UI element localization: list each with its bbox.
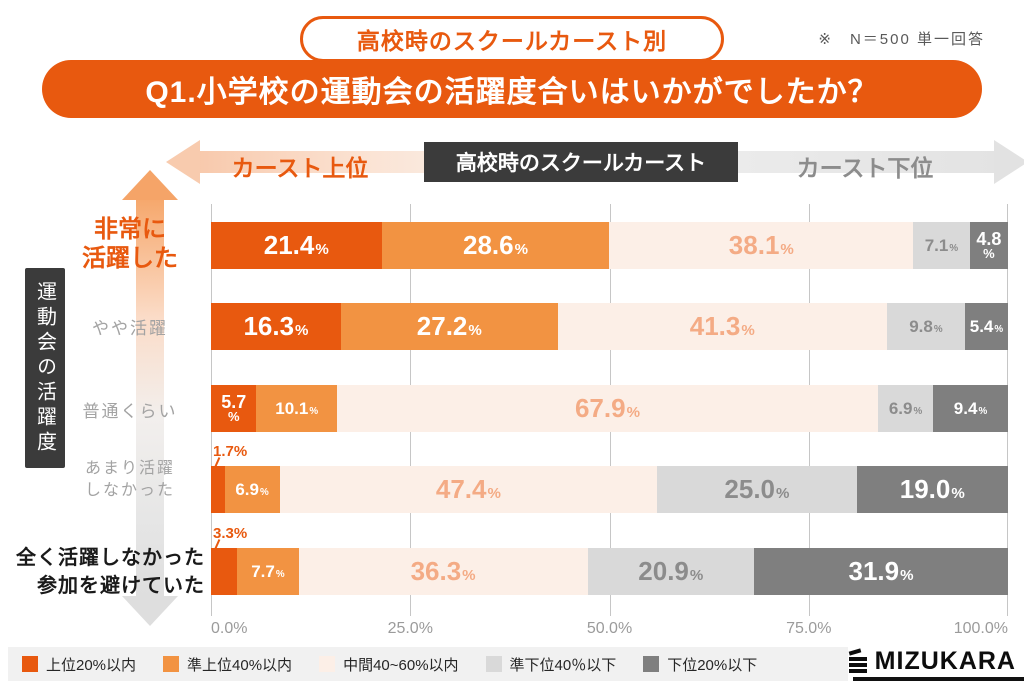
bar-segment: 28.6% [381, 222, 610, 269]
bar-segment: 41.3% [557, 303, 887, 350]
category-label: 全く活躍しなかった 参加を避けていた [16, 547, 205, 597]
segment-value-label: 16.3% [243, 311, 309, 341]
segment-value-label: 38.1% [728, 230, 794, 260]
legend-swatch [22, 656, 38, 672]
bar-segment: 6.9% [878, 385, 934, 432]
x-axis-tick: 0.0% [211, 620, 248, 637]
brand-logo: MIZUKARA [848, 645, 1016, 677]
legend-label: 中間40~60%以内 [343, 656, 459, 674]
bar-row: 5.7% 10.1% 67.9% 6.9% 9.4% [211, 385, 1008, 432]
bar-segment: 5.7% [211, 385, 257, 432]
segment-value-label: 20.9% [638, 556, 704, 586]
segment-value-label: 47.4% [435, 474, 501, 504]
legend-swatch [643, 656, 660, 672]
x-axis-tick: 50.0% [586, 620, 633, 637]
legend-swatch [485, 656, 502, 672]
bar-row: 21.4% 28.6% 38.1% 7.1% 4.8% [211, 222, 1008, 269]
segment-value-label: 41.3% [689, 311, 755, 341]
category-label: あまり活躍 しなかった [84, 460, 175, 499]
x-axis-tick: 100.0% [953, 620, 1008, 637]
legend-label: 上位20%以内 [46, 656, 137, 674]
legend: 上位20%以内 準上位40%以内 中間40~60%以内 準下位40％以下 下位20%以下 [8, 647, 848, 681]
bar-segment: 20.9% [587, 548, 754, 595]
legend-label: 準上位40%以内 [187, 656, 293, 674]
activity-axis-arrow [136, 198, 164, 598]
x-axis-tick: 75.0% [786, 620, 832, 637]
brand-name: MIZUKARA [874, 646, 1016, 675]
bar-segment: 7.1% [913, 222, 970, 269]
mizukara-logo-icon [848, 647, 869, 673]
bar-row: 1.7% 6.9% 47.4% 25.0% 19.0% [211, 443, 1008, 513]
y-axis-title: 運動会の活躍度 [25, 268, 65, 468]
bar-segment: 9.8% [886, 303, 965, 350]
segment-value-label: 5.4% [969, 316, 1004, 336]
legend-label: 準下位40％以下 [509, 656, 617, 674]
segment-value-label: 7.1% [924, 235, 959, 255]
category-label: 非常に 活躍した [82, 216, 178, 272]
segment-value-label: 5.7% [221, 392, 247, 425]
legend-item: 上位20%以内 [22, 654, 136, 675]
bar-segment [211, 466, 225, 513]
segment-value-label: 67.9% [574, 393, 640, 423]
category-label: 普通くらい [82, 402, 178, 421]
bar-row: 3.3% 7.7% 36.3% 20.9% 31.9% [211, 525, 1008, 595]
caste-lower-label: カースト下位 [796, 155, 934, 181]
caste-upper-label: カースト上位 [231, 155, 369, 181]
x-axis: 0.0% 25.0% 50.0% 75.0% 100.0% [211, 620, 1008, 640]
bar-segment: 16.3% [211, 303, 341, 350]
sample-size-note: ※ N＝500 単一回答 [818, 31, 985, 48]
segment-value-label: 4.8% [976, 229, 1002, 262]
bar-segment: 9.4% [933, 385, 1008, 432]
segment-value-label: 7.7% [251, 561, 285, 581]
brand-underline [853, 677, 1024, 681]
arrow-up-icon [122, 170, 178, 200]
legend-item: 中間40~60%以内 [319, 654, 459, 675]
segment-value-label: 3.3% [213, 525, 248, 542]
caste-axis-title: 高校時のスクールカースト [424, 142, 738, 182]
question-title: Q1.小学校の運動会の活躍度合いはいかがでしたか？ [42, 60, 982, 118]
bar-segment: 6.9% [224, 466, 280, 513]
bar-segment: 4.8% [969, 222, 1008, 269]
segment-value-label: 10.1% [275, 398, 319, 418]
bar-segment: 47.4% [279, 466, 658, 513]
bar-segment: 7.7% [237, 548, 299, 595]
segment-value-label: 27.2% [416, 311, 482, 341]
category-badge: 高校時のスクールカースト別 [300, 16, 724, 62]
segment-value-label: 9.4% [953, 398, 988, 418]
segment-value-label: 25.0% [724, 474, 790, 504]
bar-segment: 21.4% [211, 222, 382, 269]
bar-segment [211, 548, 238, 595]
bar-segment: 5.4% [964, 303, 1008, 350]
bar-segment: 10.1% [256, 385, 337, 432]
bar-segment: 31.9% [754, 548, 1008, 595]
category-label: やや活躍 [92, 319, 168, 338]
legend-item: 準上位40%以内 [163, 654, 292, 675]
segment-value-label: 21.4% [263, 230, 329, 260]
segment-value-label: 9.8% [909, 316, 943, 336]
stacked-bar-chart: 21.4% 28.6% 38.1% 7.1% 4.8% 16.3% 27.2% 41.3% 9.… [211, 204, 1008, 616]
segment-value-label: 28.6% [463, 230, 529, 260]
bar-segment: 27.2% [340, 303, 558, 350]
bar-segment: 19.0% [856, 466, 1008, 513]
bar-segment: 38.1% [609, 222, 914, 269]
arrow-right-icon [994, 140, 1024, 184]
bar-segment: 36.3% [298, 548, 588, 595]
bar-row: 16.3% 27.2% 41.3% 9.8% 5.4% [211, 303, 1008, 350]
bar-segment: 67.9% [336, 385, 879, 432]
segment-value-label: 6.9% [235, 479, 269, 499]
x-axis-tick: 25.0% [387, 620, 433, 637]
segment-value-label: 36.3% [410, 556, 476, 586]
legend-item: 準下位40％以下 [485, 654, 617, 675]
arrow-down-icon [122, 596, 178, 626]
legend-label: 下位20%以下 [667, 656, 758, 674]
legend-swatch [319, 656, 336, 672]
legend-swatch [163, 656, 180, 672]
segment-value-label: 19.0% [899, 474, 965, 504]
segment-value-label: 1.7% [213, 443, 248, 460]
segment-value-label: 6.9% [888, 398, 923, 418]
bar-segment: 25.0% [657, 466, 857, 513]
segment-value-label: 31.9% [848, 556, 914, 586]
legend-item: 下位20%以下 [643, 654, 757, 675]
